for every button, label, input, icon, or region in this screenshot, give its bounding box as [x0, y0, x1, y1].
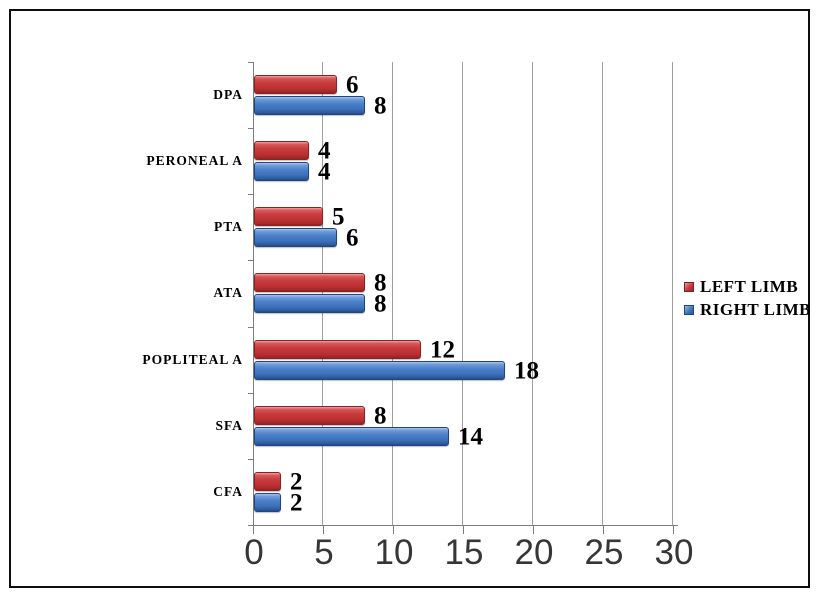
y-axis-tick-5	[248, 393, 253, 394]
plot-area	[253, 62, 673, 525]
bar-right-limb-sfa	[254, 427, 449, 446]
bar-left-limb-cfa	[254, 472, 281, 491]
x-tick-label-20: 20	[514, 533, 554, 572]
legend-swatch-right-limb	[684, 304, 694, 315]
bar-left-limb-popliteal-a	[254, 340, 421, 359]
bar-value-left-limb-ata: 8	[374, 269, 387, 296]
bar-right-limb-popliteal-a	[254, 361, 505, 380]
gridline-x-30	[672, 62, 673, 525]
category-label-sfa: SFA	[215, 418, 243, 433]
bar-value-right-limb-pta: 6	[346, 224, 359, 251]
legend-item-right-limb: RIGHT LIMB	[684, 298, 811, 321]
x-axis-tick-25	[603, 525, 604, 534]
category-label-pta: PTA	[214, 219, 243, 234]
gridline-x-25	[602, 62, 603, 525]
bar-left-limb-pta	[254, 207, 323, 226]
bar-left-limb-peroneal-a	[254, 141, 309, 160]
x-axis-tick-20	[533, 525, 534, 534]
category-label-dpa: DPA	[213, 87, 243, 102]
bar-right-limb-dpa	[254, 96, 365, 115]
y-axis-tick-3	[248, 260, 253, 261]
y-axis-tick-0	[248, 62, 253, 63]
legend-label-right-limb: RIGHT LIMB	[700, 299, 811, 319]
x-axis-tick-15	[463, 525, 464, 534]
bar-value-left-limb-peroneal-a: 4	[318, 137, 331, 164]
y-axis-tick-4	[248, 327, 253, 328]
legend-swatch-left-limb	[684, 281, 694, 292]
chart-outer-border	[9, 9, 810, 588]
bar-value-left-limb-sfa: 8	[374, 402, 387, 429]
bar-value-right-limb-dpa: 8	[374, 92, 387, 119]
category-label-peroneal-a: PERONEAL A	[146, 153, 243, 168]
y-axis-tick-6	[248, 459, 253, 460]
y-axis-tick-7	[248, 525, 253, 526]
gridline-x-10	[392, 62, 393, 525]
legend-item-left-limb: LEFT LIMB	[684, 275, 811, 298]
gridline-x-20	[532, 62, 533, 525]
legend-label-left-limb: LEFT LIMB	[700, 276, 799, 296]
y-axis-line	[253, 62, 254, 526]
chart-legend: LEFT LIMB RIGHT LIMB	[684, 275, 811, 321]
gridline-x-5	[322, 62, 323, 525]
x-axis-tick-30	[673, 525, 674, 534]
x-tick-label-5: 5	[314, 533, 334, 572]
bar-left-limb-sfa	[254, 406, 365, 425]
x-tick-label-30: 30	[654, 533, 694, 572]
x-axis-tick-5	[323, 525, 324, 534]
bar-value-left-limb-cfa: 2	[290, 468, 303, 495]
bar-value-left-limb-dpa: 6	[346, 71, 359, 98]
x-tick-label-15: 15	[444, 533, 484, 572]
category-label-popliteal-a: POPLITEAL A	[142, 352, 243, 367]
gridline-x-15	[462, 62, 463, 525]
bar-value-right-limb-sfa: 14	[458, 423, 483, 450]
bar-value-right-limb-peroneal-a: 4	[318, 158, 331, 185]
category-label-ata: ATA	[213, 285, 243, 300]
bar-value-right-limb-popliteal-a: 18	[514, 357, 539, 384]
bar-right-limb-pta	[254, 228, 337, 247]
bar-right-limb-peroneal-a	[254, 162, 309, 181]
bar-left-limb-ata	[254, 273, 365, 292]
bar-value-left-limb-popliteal-a: 12	[430, 336, 455, 363]
x-axis-tick-0	[253, 525, 254, 534]
bar-left-limb-dpa	[254, 75, 337, 94]
x-tick-label-0: 0	[244, 533, 264, 572]
y-axis-tick-1	[248, 128, 253, 129]
bar-value-right-limb-cfa: 2	[290, 489, 303, 516]
category-label-cfa: CFA	[213, 484, 243, 499]
x-axis-tick-10	[393, 525, 394, 534]
bar-value-right-limb-ata: 8	[374, 290, 387, 317]
y-axis-tick-2	[248, 194, 253, 195]
x-tick-label-25: 25	[584, 533, 624, 572]
bar-value-left-limb-pta: 5	[332, 203, 345, 230]
bar-right-limb-ata	[254, 294, 365, 313]
x-tick-label-10: 10	[374, 533, 414, 572]
bar-right-limb-cfa	[254, 493, 281, 512]
